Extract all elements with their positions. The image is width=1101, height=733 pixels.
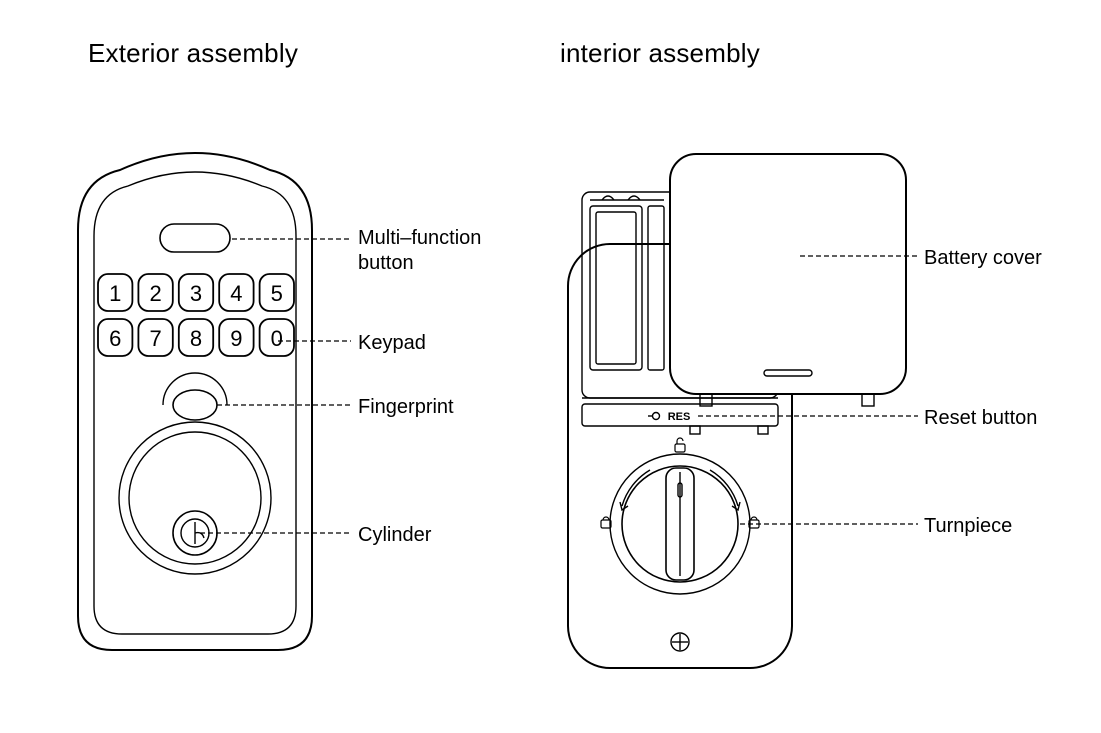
svg-text:3: 3 <box>190 281 202 306</box>
keypad-key-3: 3 <box>179 274 213 311</box>
screw <box>671 633 689 651</box>
keypad-key-8: 8 <box>179 319 213 356</box>
battery-cover <box>670 154 906 406</box>
diagram-svg: 1 2 3 4 5 6 7 8 9 0 <box>0 0 1101 733</box>
label-fingerprint: Fingerprint <box>358 395 454 420</box>
keypad-key-1: 1 <box>98 274 132 311</box>
keypad-key-0: 0 <box>260 319 294 356</box>
label-reset-button: Reset button <box>924 406 1037 431</box>
svg-text:1: 1 <box>109 281 121 306</box>
label-keypad: Keypad <box>358 331 426 356</box>
keypad-key-6: 6 <box>98 319 132 356</box>
keypad-key-9: 9 <box>219 319 253 356</box>
label-cylinder: Cylinder <box>358 523 431 548</box>
exterior-assembly: 1 2 3 4 5 6 7 8 9 0 <box>78 153 312 650</box>
svg-text:2: 2 <box>149 281 161 306</box>
keypad-key-2: 2 <box>138 274 172 311</box>
label-battery-cover: Battery cover <box>924 246 1042 271</box>
diagram-page: Exterior assembly interior assembly 1234… <box>0 0 1101 733</box>
svg-text:9: 9 <box>230 326 242 351</box>
multi-function-button <box>160 224 230 252</box>
svg-text:6: 6 <box>109 326 121 351</box>
label-turnpiece: Turnpiece <box>924 514 1012 539</box>
interior-assembly: RES <box>568 154 906 668</box>
svg-text:7: 7 <box>149 326 161 351</box>
keypad-key-7: 7 <box>138 319 172 356</box>
label-multi-function: Multi–function button <box>358 226 481 276</box>
svg-text:4: 4 <box>230 281 242 306</box>
svg-text:5: 5 <box>271 281 283 306</box>
svg-text:0: 0 <box>271 326 283 351</box>
fingerprint-sensor <box>173 390 217 420</box>
keypad-key-4: 4 <box>219 274 253 311</box>
svg-text:8: 8 <box>190 326 202 351</box>
reset-label-mark: RES <box>668 411 691 423</box>
keypad-key-5: 5 <box>260 274 294 311</box>
